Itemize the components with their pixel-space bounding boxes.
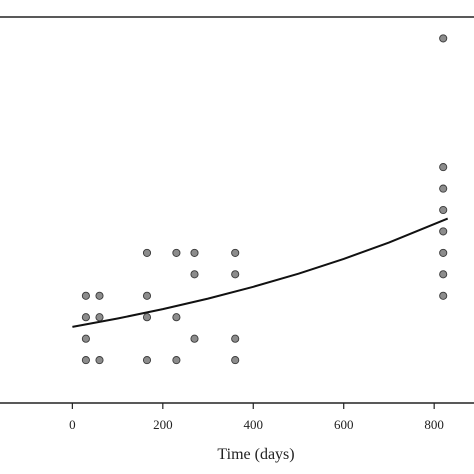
data-point bbox=[439, 291, 448, 300]
data-point bbox=[95, 313, 104, 322]
x-tick-label: 400 bbox=[244, 417, 264, 432]
data-point bbox=[172, 313, 181, 322]
data-point bbox=[439, 184, 448, 193]
data-point bbox=[190, 248, 199, 257]
data-point bbox=[172, 356, 181, 365]
data-point bbox=[81, 291, 90, 300]
data-point bbox=[439, 163, 448, 172]
data-point bbox=[142, 356, 152, 365]
data-point bbox=[81, 356, 90, 365]
data-point bbox=[81, 334, 90, 343]
x-tick-label: 0 bbox=[69, 417, 76, 432]
x-axis-title: Time (days) bbox=[217, 446, 294, 463]
data-point bbox=[142, 313, 152, 322]
data-point bbox=[142, 291, 152, 300]
data-point bbox=[142, 248, 152, 257]
data-point bbox=[190, 270, 199, 279]
x-tick-label: 800 bbox=[424, 417, 444, 432]
data-point bbox=[95, 291, 104, 300]
data-point bbox=[95, 356, 104, 365]
x-tick-label: 200 bbox=[153, 417, 173, 432]
data-point bbox=[439, 205, 448, 215]
data-point bbox=[172, 248, 181, 257]
data-point bbox=[231, 248, 240, 257]
data-point bbox=[190, 334, 199, 343]
data-point bbox=[231, 334, 240, 343]
data-point bbox=[439, 248, 448, 257]
data-point bbox=[231, 270, 240, 279]
data-point bbox=[439, 270, 448, 279]
data-point bbox=[439, 34, 448, 43]
x-tick-label: 600 bbox=[334, 417, 354, 432]
data-point bbox=[81, 313, 90, 322]
data-point bbox=[439, 227, 448, 236]
data-point bbox=[231, 356, 240, 365]
fit-curve bbox=[72, 217, 449, 328]
